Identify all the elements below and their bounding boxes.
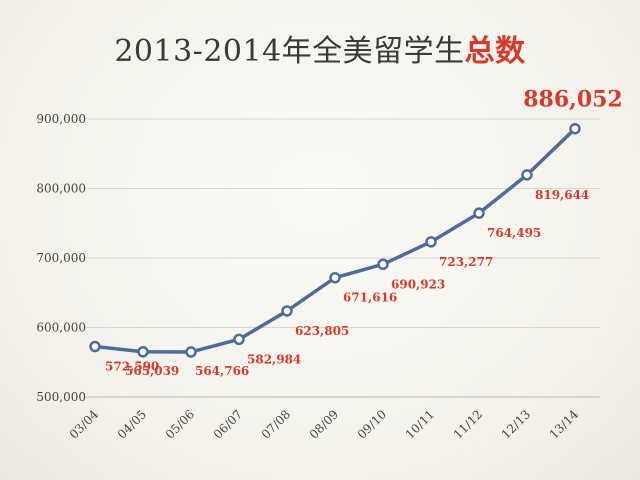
data-point: [329, 271, 341, 284]
data-point: [137, 346, 149, 358]
data-label: 582,984: [247, 352, 301, 366]
y-tick-label: 800,000: [36, 182, 86, 196]
data-point: [281, 305, 293, 317]
x-tick-label: 04/05: [115, 407, 149, 441]
y-tick-label: 700,000: [36, 251, 86, 265]
data-point: [569, 122, 581, 135]
x-tick-label: 13/14: [547, 407, 582, 442]
data-label: 690,923: [391, 277, 445, 291]
y-tick-label: 900,000: [36, 112, 86, 126]
x-tick-label: 09/10: [355, 407, 389, 441]
x-tick-label: 06/07: [211, 407, 245, 441]
x-tick-label: 07/08: [259, 407, 293, 441]
x-tick-label: 08/09: [307, 407, 341, 441]
data-point: [521, 169, 533, 181]
x-tick-label: 11/12: [451, 407, 485, 441]
data-point: [425, 236, 437, 248]
x-tick-label: 12/13: [499, 407, 533, 441]
data-label: 623,805: [295, 324, 349, 338]
y-tick-label: 500,000: [36, 390, 86, 404]
x-tick-label: 10/11: [403, 407, 437, 441]
data-label: 564,766: [195, 364, 249, 378]
data-label: 572,590: [105, 360, 159, 374]
data-label: 819,644: [535, 188, 589, 202]
data-point: [377, 258, 389, 271]
chart-title-accent: 总数: [464, 34, 526, 69]
data-label: 671,616: [343, 291, 397, 305]
x-tick-label: 03/04: [67, 407, 102, 442]
y-tick-label: 600,000: [36, 321, 86, 335]
series-line: [93, 126, 577, 354]
data-label: 886,052: [523, 87, 623, 113]
chart-title: 2013-2014年全美留学生总数: [0, 26, 640, 70]
data-point: [185, 346, 197, 358]
data-label: 723,277: [439, 255, 493, 269]
chart-title-main: 2013-2014年全美留学生: [114, 34, 465, 69]
data-label: 565,039: [125, 364, 179, 378]
data-point: [473, 207, 485, 219]
data-label: 764,495: [487, 226, 541, 240]
data-point: [89, 340, 101, 353]
x-tick-label: 05/06: [163, 407, 197, 441]
data-point: [233, 333, 245, 346]
